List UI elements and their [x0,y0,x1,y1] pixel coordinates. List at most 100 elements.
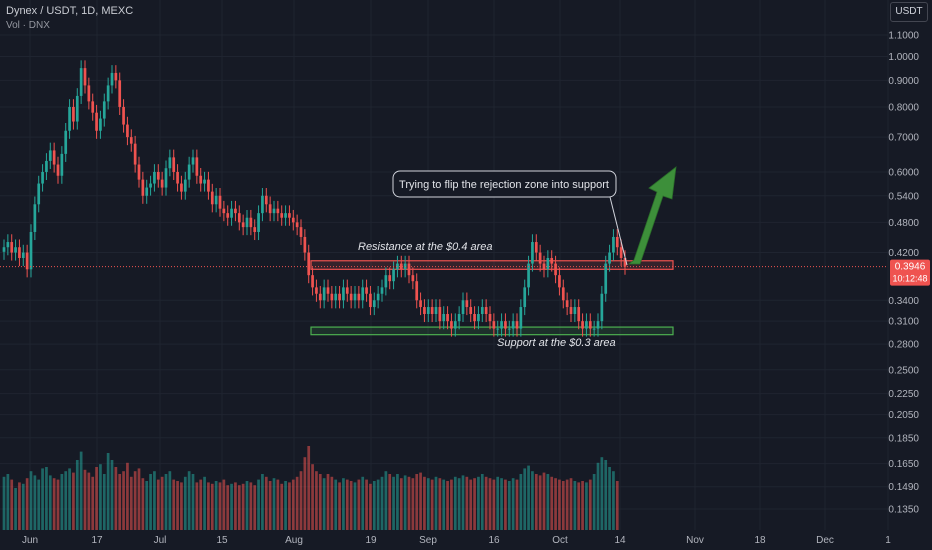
candle-body [318,293,322,301]
candle-body [592,328,596,330]
candle-body [237,213,241,223]
candle-body [376,293,380,301]
candle-body [214,195,218,205]
candle-body [538,252,542,264]
volume-label: Vol · DNX [6,20,50,31]
volume-bar [180,482,183,530]
candle-body [261,195,264,214]
volume-bar [52,478,56,530]
volume-bar [342,478,345,530]
candle-body [345,287,349,294]
candle-body [519,307,523,329]
candle-body [268,204,272,214]
candle-body [18,247,21,258]
volume-bar [311,464,314,530]
last-price-countdown: 10:12:48 [892,274,927,284]
volume-bar [558,479,561,530]
volume-bar [423,476,426,530]
y-tick-label: 1.1000 [888,31,919,42]
volume-bar [438,478,442,530]
candle-body [531,242,534,264]
volume-bar [207,482,210,530]
candle-body [596,321,600,329]
volume-bar [334,479,338,530]
volume-bar [45,467,48,530]
candle-body [41,171,44,184]
volume-bar [315,471,318,530]
candle-body [357,293,361,301]
y-tick-label: 0.1850 [888,433,919,444]
y-tick-label: 0.4200 [888,248,919,259]
volume-bar [461,475,465,530]
volume-bar [56,479,60,530]
volume-bar [465,476,469,530]
volume-bar [261,474,264,530]
volume-bar [253,485,257,530]
callout-pointer [609,196,628,266]
volume-bar [488,478,492,530]
candle-body [334,293,338,301]
symbol-title[interactable]: Dynex / USDT, 1D, MEXC [6,5,134,17]
candle-body [492,321,496,329]
candle-body [496,328,500,330]
candle-body [446,313,449,322]
volume-bar [72,472,75,530]
resistance-label: Resistance at the $0.4 area [358,241,493,253]
candle-body [600,293,604,322]
volume-bar [430,479,434,530]
candle-body [191,157,195,165]
volume-bar [338,482,341,530]
candle-body [438,307,442,322]
volume-bar [284,481,287,530]
volume-bar [99,464,102,530]
candle-body [500,321,503,329]
y-tick-label: 0.9000 [888,76,919,87]
volume-bar [95,467,98,530]
candle-body [280,213,284,218]
candle-body [118,80,122,107]
volume-bar [272,478,276,530]
candle-body [623,257,627,267]
candle-body [222,208,226,214]
candle-body [407,263,411,276]
candle-body [187,164,191,180]
candle-body [515,321,519,329]
candle-body [180,183,183,192]
candle-body [288,213,291,218]
volume-bar [18,482,21,530]
volume-bar [137,468,141,530]
candle-body [21,252,25,258]
volume-bar [326,474,330,530]
candle-body [322,287,326,301]
volume-bar [237,485,241,530]
candle-body [56,164,60,176]
candle-body [369,293,372,308]
callout-box [392,170,617,198]
candle-body [75,95,79,122]
volume-bar [307,446,311,530]
volume-bar [168,471,172,530]
volume-bar [473,478,476,530]
volume-bar [399,478,403,530]
candle-body [581,321,584,329]
candle-body [149,183,152,188]
volume-bar [14,488,17,530]
candle-body [295,222,299,228]
candle-body [453,321,457,329]
volume-bar [588,479,592,530]
volume-bar [534,474,538,530]
volume-bar [153,471,156,530]
volume-bar [118,474,122,530]
volume-bar [176,481,179,530]
candle-body [272,208,276,214]
currency-button[interactable]: USDT [890,2,928,22]
candle-body [615,236,619,248]
support-zone [310,326,674,336]
candle-body [226,213,230,218]
candle-body [234,208,237,214]
callout-text: Trying to flip the rejection zone into s… [399,179,609,191]
candle-body [388,275,392,282]
y-tick-label: 0.5400 [888,191,919,202]
candle-body [461,300,465,314]
